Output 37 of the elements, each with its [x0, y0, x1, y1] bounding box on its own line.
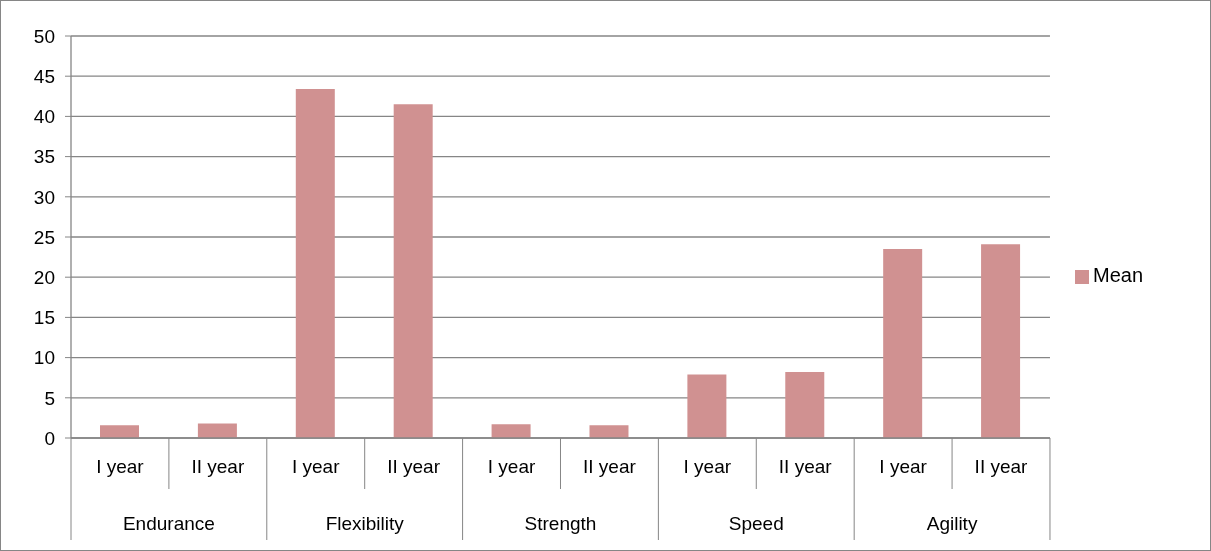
y-tick-label: 35: [33, 146, 55, 168]
x-tick-label: I year: [487, 456, 536, 477]
bar: [589, 425, 629, 438]
bar: [687, 374, 727, 438]
text: Flexibility: [325, 513, 405, 534]
bar: [295, 89, 335, 438]
bar: [883, 249, 923, 438]
text: Endurance: [122, 513, 215, 534]
bar: [981, 244, 1021, 438]
text: Speed: [728, 513, 784, 534]
x-tick-label: II year: [778, 456, 833, 477]
y-tick-label: 45: [33, 65, 55, 87]
bar: [785, 372, 825, 438]
y-tick-label: 30: [33, 186, 55, 208]
x-tick-label: II year: [583, 456, 637, 477]
x-tick-label: II year: [191, 456, 245, 477]
bar: [491, 424, 531, 438]
bar: [393, 104, 433, 438]
x-tick-label: I year: [683, 456, 732, 477]
y-tick-label: 10: [33, 347, 55, 369]
y-tick-label: 40: [33, 106, 55, 128]
y-tick-label: 0: [44, 427, 55, 449]
y-tick-label: 15: [33, 307, 55, 329]
bar: [100, 425, 139, 438]
legend-label: Mean: [1092, 264, 1143, 286]
y-tick-label: 50: [33, 25, 55, 47]
bar: [197, 423, 237, 438]
y-tick-label: 20: [33, 266, 55, 288]
x-tick-label: I year: [879, 456, 928, 477]
x-tick-label: II year: [387, 456, 441, 477]
x-tick-label: I year: [96, 456, 145, 477]
y-tick-label: 5: [44, 387, 55, 409]
x-tick-label: I year: [291, 456, 341, 477]
y-tick-label: 25: [33, 226, 55, 248]
text: Strength: [524, 513, 597, 534]
text: Agility: [926, 513, 978, 534]
x-tick-label: II year: [974, 456, 1029, 477]
